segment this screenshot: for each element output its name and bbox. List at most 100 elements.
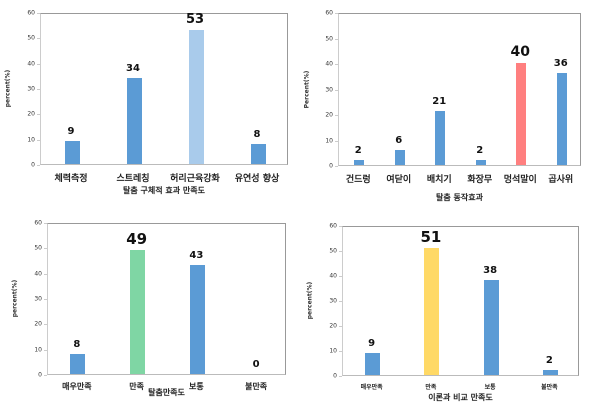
bar-5 bbox=[516, 63, 527, 165]
y-tick-label: 20 bbox=[34, 320, 42, 328]
bar-6 bbox=[556, 73, 567, 165]
x-category-label: 보통 bbox=[484, 384, 496, 391]
data-label: 2 bbox=[476, 144, 484, 156]
x-category-label: 매우만족 bbox=[62, 382, 92, 391]
bar-3 bbox=[188, 29, 204, 164]
y-tick-mark bbox=[339, 276, 342, 277]
y-tick-mark bbox=[335, 13, 338, 14]
y-tick-mark bbox=[44, 324, 47, 326]
y-tick-mark bbox=[335, 89, 338, 91]
y-tick-mark bbox=[44, 299, 47, 300]
y-tick-mark bbox=[339, 301, 342, 302]
bar-4 bbox=[542, 370, 558, 375]
y-axis-label: percent(%) bbox=[4, 69, 12, 108]
y-tick-label: 50 bbox=[325, 35, 333, 42]
y-tick-label: 10 bbox=[325, 137, 333, 144]
y-tick-label: 30 bbox=[325, 86, 333, 93]
data-label: 2 bbox=[545, 355, 553, 366]
data-label: 51 bbox=[420, 227, 442, 246]
y-tick-mark bbox=[37, 114, 40, 116]
data-label: 2 bbox=[354, 144, 362, 156]
y-tick-mark bbox=[335, 166, 338, 167]
x-category-label: 만족 bbox=[129, 382, 144, 391]
y-tick-mark bbox=[335, 38, 338, 40]
bar-2 bbox=[126, 77, 142, 164]
data-label: 34 bbox=[126, 62, 140, 74]
y-axis-label: percent(%) bbox=[306, 281, 314, 320]
x-category-label: 불만족 bbox=[541, 384, 558, 391]
data-label: 8 bbox=[73, 338, 81, 350]
bar-1 bbox=[354, 159, 365, 165]
x-category-label: 만족 bbox=[425, 384, 437, 391]
y-axis-label: percent(%) bbox=[11, 279, 19, 318]
data-label: 8 bbox=[253, 128, 261, 140]
plot-area bbox=[47, 223, 286, 375]
y-tick-label: 60 bbox=[325, 9, 333, 17]
x-category-label: 허리근육강화 bbox=[170, 174, 220, 184]
y-tick-label: 20 bbox=[27, 110, 35, 118]
y-tick-label: 10 bbox=[329, 347, 337, 355]
y-tick-mark bbox=[339, 326, 342, 327]
x-category-label: 멍석말이 bbox=[503, 175, 537, 185]
x-category-label: 유연성 향상 bbox=[234, 174, 280, 184]
y-tick-label: 20 bbox=[329, 322, 337, 330]
x-category-label: 체력측정 bbox=[54, 174, 88, 184]
data-label: 6 bbox=[395, 134, 403, 146]
y-tick-mark bbox=[335, 140, 338, 142]
plot-area bbox=[40, 13, 288, 165]
bar-3 bbox=[189, 265, 205, 374]
y-tick-label: 0 bbox=[329, 162, 333, 170]
x-category-label: 보통 bbox=[189, 382, 204, 391]
data-label: 0 bbox=[252, 359, 260, 370]
bar-4 bbox=[475, 159, 486, 165]
plot-area bbox=[342, 226, 579, 376]
y-tick-label: 40 bbox=[329, 272, 337, 280]
y-tick-label: 50 bbox=[34, 244, 42, 252]
y-tick-label: 10 bbox=[27, 136, 35, 144]
y-tick-label: 50 bbox=[27, 34, 35, 42]
y-tick-mark bbox=[37, 139, 40, 141]
y-tick-mark bbox=[37, 38, 40, 40]
bar-3 bbox=[435, 111, 446, 165]
x-axis-title: 탈춤 구체적 효과 만족도 bbox=[123, 186, 205, 195]
y-tick-mark bbox=[37, 13, 40, 14]
y-tick-label: 0 bbox=[38, 371, 42, 379]
bar-2 bbox=[130, 249, 146, 374]
y-tick-mark bbox=[335, 64, 338, 65]
y-tick-label: 60 bbox=[34, 219, 42, 227]
x-axis-title: 탈춤 동작효과 bbox=[436, 193, 483, 202]
bar-1 bbox=[64, 141, 80, 164]
bar-4 bbox=[250, 143, 266, 164]
x-category-label: 불만족 bbox=[245, 382, 268, 391]
data-label: 40 bbox=[510, 44, 530, 60]
y-tick-mark bbox=[37, 89, 40, 90]
y-tick-mark bbox=[339, 226, 342, 227]
x-category-label: 화장무 bbox=[467, 175, 493, 185]
data-label: 53 bbox=[185, 11, 205, 27]
y-tick-mark bbox=[339, 351, 342, 352]
bar-2 bbox=[394, 149, 405, 165]
y-tick-label: 40 bbox=[27, 60, 35, 68]
x-category-label: 매우만족 bbox=[360, 384, 383, 391]
y-tick-mark bbox=[44, 223, 47, 224]
data-label: 43 bbox=[189, 250, 204, 262]
y-tick-label: 50 bbox=[329, 247, 337, 255]
data-label: 49 bbox=[126, 229, 148, 248]
y-tick-label: 40 bbox=[34, 270, 42, 278]
y-tick-label: 60 bbox=[27, 9, 35, 17]
y-tick-mark bbox=[44, 248, 47, 250]
y-tick-mark bbox=[44, 273, 47, 275]
data-label: 9 bbox=[368, 337, 376, 349]
x-axis-title: 탈춤만족도 bbox=[148, 388, 185, 397]
y-tick-mark bbox=[335, 115, 338, 116]
y-tick-label: 30 bbox=[27, 85, 35, 93]
y-tick-label: 30 bbox=[329, 297, 337, 305]
bar-1 bbox=[70, 353, 86, 374]
y-tick-label: 20 bbox=[325, 111, 333, 119]
y-tick-label: 60 bbox=[329, 222, 337, 230]
y-axis-label: Percent(%) bbox=[303, 70, 311, 108]
y-tick-mark bbox=[339, 376, 342, 377]
y-tick-mark bbox=[37, 165, 40, 166]
y-tick-label: 0 bbox=[31, 161, 35, 169]
bar-3 bbox=[483, 280, 499, 375]
